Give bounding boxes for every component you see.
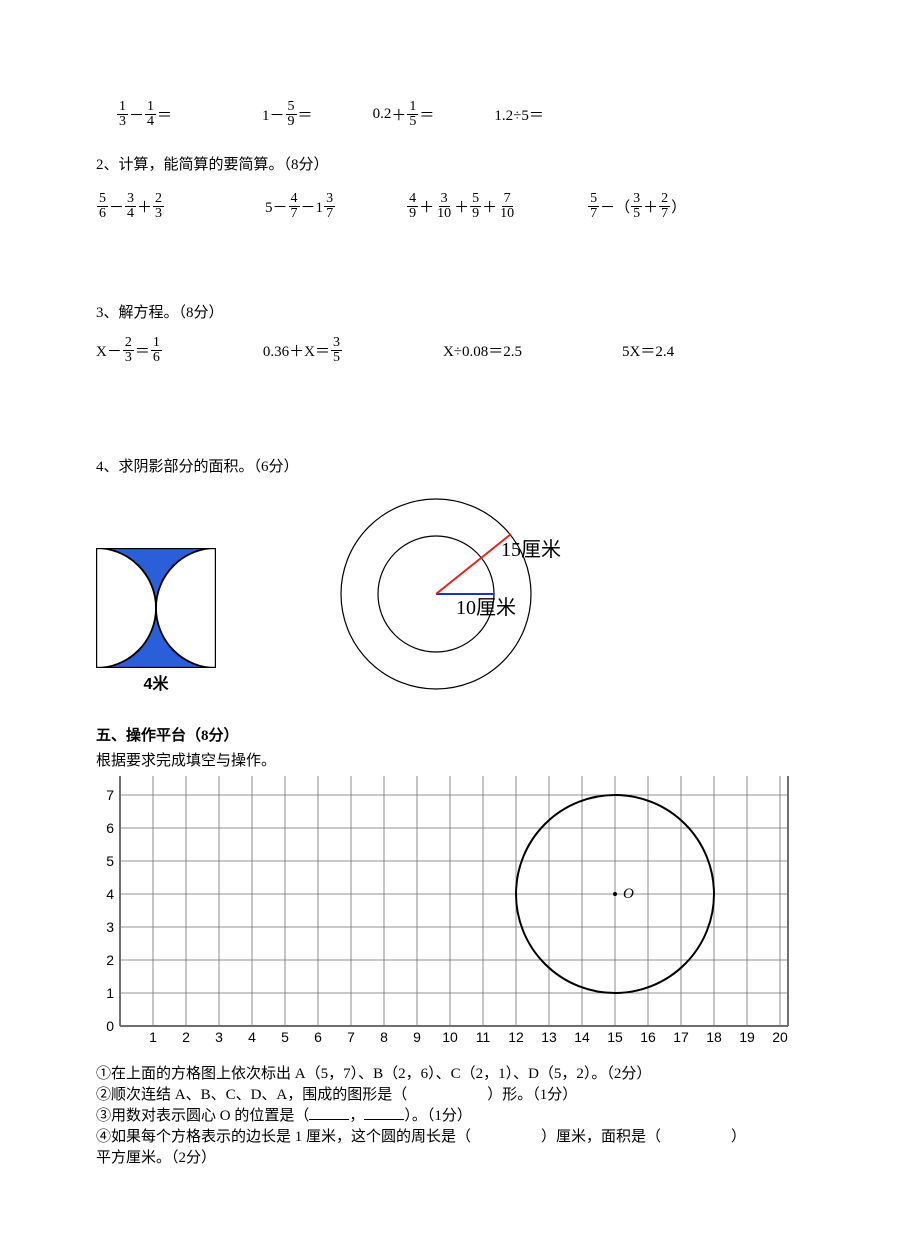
q4-fig1: 4米 xyxy=(96,548,216,694)
svg-text:19: 19 xyxy=(739,1029,755,1045)
svg-text:7: 7 xyxy=(347,1029,355,1045)
section5-subtitle: 根据要求完成填空与操作。 xyxy=(96,749,824,770)
q5-p4: ④如果每个方格表示的边长是 1 厘米，这个圆的周长是（）厘米，面积是（） xyxy=(96,1125,824,1146)
svg-text:9: 9 xyxy=(413,1029,421,1045)
svg-text:O: O xyxy=(623,886,634,902)
q3-expr-2: 0.36＋X＝ 35 xyxy=(263,336,343,365)
svg-text:2: 2 xyxy=(182,1029,190,1045)
expr-1: 13 － 14 ＝ xyxy=(116,100,172,129)
svg-text:11: 11 xyxy=(476,1029,491,1045)
svg-text:13: 13 xyxy=(541,1029,557,1045)
q2-expr-1: 56－ 34＋ 23 xyxy=(96,192,165,221)
annulus-icon: 15厘米 10厘米 xyxy=(316,494,576,694)
svg-text:2: 2 xyxy=(106,952,114,968)
svg-text:5: 5 xyxy=(106,853,114,869)
expr-2: 1－ 59 ＝ xyxy=(262,100,313,129)
svg-text:3: 3 xyxy=(106,919,114,935)
svg-text:17: 17 xyxy=(673,1029,689,1045)
q3-expr-4: 5X＝2.4 xyxy=(622,340,674,361)
svg-text:6: 6 xyxy=(314,1029,322,1045)
svg-text:5: 5 xyxy=(281,1029,289,1045)
section5-title: 五、操作平台（8分） xyxy=(96,724,824,745)
svg-text:20: 20 xyxy=(772,1029,788,1045)
svg-text:6: 6 xyxy=(106,820,114,836)
svg-text:12: 12 xyxy=(508,1029,524,1045)
svg-text:4: 4 xyxy=(248,1029,256,1045)
svg-text:18: 18 xyxy=(706,1029,722,1045)
svg-text:16: 16 xyxy=(640,1029,656,1045)
svg-text:7: 7 xyxy=(106,787,114,803)
outer-label: 15厘米 xyxy=(501,538,561,561)
q3-expr-3: X÷0.08＝2.5 xyxy=(443,340,522,361)
q4-figures: 4米 15厘米 10厘米 xyxy=(96,494,824,694)
q3-expressions: X－ 23＝ 16 0.36＋X＝ 35 X÷0.08＝2.5 5X＝2.4 xyxy=(96,336,824,365)
q2-expr-2: 5－ 47 －1 37 xyxy=(265,192,336,221)
q4-fig2: 15厘米 10厘米 xyxy=(316,494,576,694)
svg-text:15: 15 xyxy=(607,1029,623,1045)
q5-p2: ②顺次连结 A、B、C、D、A，围成的图形是（）形。（1分） xyxy=(96,1083,824,1104)
q5-p1: ①在上面的方格图上依次标出 A（5，7）、B（2，6）、C（2，1）、D（5，2… xyxy=(96,1062,824,1083)
svg-text:10: 10 xyxy=(442,1029,458,1045)
q5-p4-cont: 平方厘米。（2分） xyxy=(96,1146,824,1167)
fig1-label: 4米 xyxy=(96,670,216,694)
svg-text:0: 0 xyxy=(106,1018,114,1034)
expr-3: 0.2＋ 15 ＝ xyxy=(373,100,435,129)
q2-expr-4: 57 －（ 35＋ 27 ） xyxy=(587,192,686,221)
q3-expr-1: X－ 23＝ 16 xyxy=(96,336,163,365)
q3-title: 3、解方程。（8分） xyxy=(96,301,824,322)
q5-p3: ③用数对表示圆心 O 的位置是（，）。（1分） xyxy=(96,1104,824,1125)
svg-text:1: 1 xyxy=(149,1029,157,1045)
q2-expr-3: 49＋ 310＋ 59＋ 710 xyxy=(406,192,517,221)
q4-title: 4、求阴影部分的面积。（6分） xyxy=(96,455,824,476)
svg-text:8: 8 xyxy=(380,1029,388,1045)
q2-expressions: 56－ 34＋ 23 5－ 47 －1 37 49＋ 310＋ 59＋ 710 … xyxy=(96,192,824,221)
svg-text:14: 14 xyxy=(574,1029,590,1045)
inner-label: 10厘米 xyxy=(456,596,516,619)
expr-4: 1.2÷5＝ xyxy=(494,104,543,125)
svg-text:3: 3 xyxy=(215,1029,223,1045)
square-semicircles-icon xyxy=(96,548,216,668)
grid-figure: O 012345678 1234567891011121314151617181… xyxy=(90,776,810,1056)
svg-text:4: 4 xyxy=(106,886,114,902)
svg-text:1: 1 xyxy=(106,985,114,1001)
q2-title: 2、计算，能简算的要简算。（8分） xyxy=(96,153,824,174)
row1-expressions: 13 － 14 ＝ 1－ 59 ＝ 0.2＋ 15 ＝ 1.2÷5＝ xyxy=(116,100,824,129)
